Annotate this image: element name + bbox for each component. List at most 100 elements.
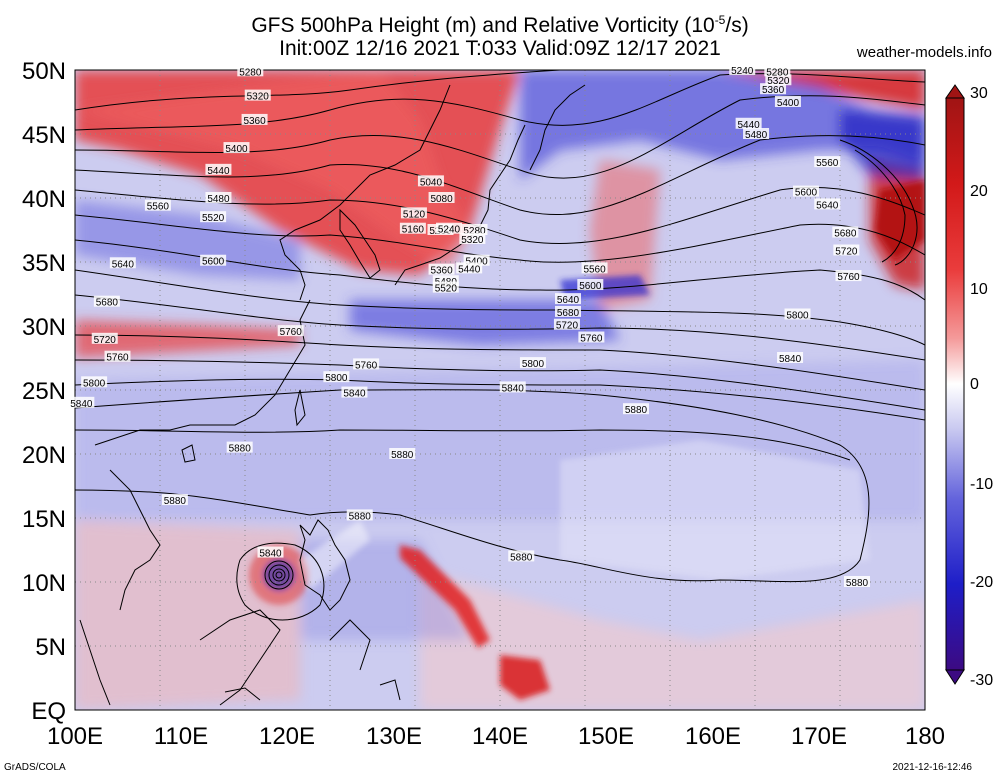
contour-label-bg xyxy=(436,222,462,234)
contour-label-bg xyxy=(428,192,455,203)
lat-label: 25N xyxy=(22,378,66,405)
contour-label-bg xyxy=(223,142,250,154)
contour-label: 5680 xyxy=(96,298,119,309)
contour-label-bg xyxy=(729,64,756,75)
contour-label: 5880 xyxy=(349,511,372,522)
contour-label: 5760 xyxy=(280,327,303,338)
chart-title-line1: GFS 500hPa Height (m) and Relative Vorti… xyxy=(0,8,1000,38)
coastlines xyxy=(79,84,586,706)
contour-label: 5640 xyxy=(112,259,135,270)
footer-software: GrADS/COLA xyxy=(4,762,66,773)
contour-label-bg xyxy=(793,185,819,197)
contour-label-bg xyxy=(432,275,459,287)
contour-label-bg xyxy=(389,448,416,459)
contour-label: 5720 xyxy=(556,321,579,332)
lat-label: 35N xyxy=(22,250,66,277)
colorbar-tick: 10 xyxy=(970,281,988,298)
lon-label: 100E xyxy=(47,723,103,750)
lon-label: 150E xyxy=(578,723,634,750)
contour-label: 5560 xyxy=(583,264,606,275)
contour-label-bg xyxy=(743,128,770,139)
contour-label-bg xyxy=(341,386,368,398)
contour-label-bg xyxy=(277,325,304,337)
contour-label-bg xyxy=(205,163,232,175)
contour-label: 5880 xyxy=(846,578,869,589)
lat-label: 5N xyxy=(35,634,66,661)
contour-label: 5880 xyxy=(391,450,414,461)
contour-label-bg xyxy=(623,403,649,415)
contour-label: 5880 xyxy=(625,405,648,416)
height-contours xyxy=(75,70,925,621)
contour-label: 5360 xyxy=(243,116,266,127)
lat-label: 10N xyxy=(22,570,66,597)
contour-label-bg xyxy=(508,550,535,562)
contour-label: 5800 xyxy=(522,359,545,370)
contour-label-bg xyxy=(241,113,268,125)
lat-label: 20N xyxy=(22,442,66,469)
contour-label: 5480 xyxy=(745,130,768,141)
contour-label-bg xyxy=(578,331,605,343)
contour-label-bg xyxy=(428,263,455,275)
contour-label: 5400 xyxy=(466,257,489,268)
contour-label: 5440 xyxy=(738,120,761,131)
colorbar-tick: -20 xyxy=(970,574,993,591)
contour-label-bg xyxy=(555,293,581,305)
contour-label: 5240 xyxy=(731,66,754,77)
title-exponent: -5 xyxy=(714,13,726,27)
contour-label: 5320 xyxy=(247,92,270,103)
contour-label: 5760 xyxy=(355,360,378,371)
title-text: GFS 500hPa Height (m) and Relative Vorti… xyxy=(251,14,715,37)
contour-label-bg xyxy=(459,232,486,244)
contour-label-bg xyxy=(205,192,232,203)
lon-label: 170E xyxy=(791,723,847,750)
contour-label: 5280 xyxy=(766,67,789,78)
lon-label: 180 xyxy=(905,723,945,750)
contour-label-bg xyxy=(68,396,95,408)
contour-label: 5440 xyxy=(458,264,481,275)
contour-label-bg xyxy=(346,509,373,521)
contour-label-bg xyxy=(835,270,862,282)
contour-label: 5680 xyxy=(834,229,857,240)
contour-label-bg xyxy=(832,226,859,238)
contour-label-bg xyxy=(400,207,427,219)
contour-label-bg xyxy=(109,257,136,269)
contour-label: 5760 xyxy=(580,334,603,345)
contour-label: 5280 xyxy=(463,226,486,237)
contour-label-bg xyxy=(577,279,604,291)
contour-label-bg xyxy=(760,83,787,95)
contour-label-bg xyxy=(456,262,483,274)
contour-label-bg xyxy=(417,175,444,187)
contour-label: 5560 xyxy=(816,158,839,169)
contour-label: 5600 xyxy=(579,281,602,292)
contour-label-bg xyxy=(323,371,350,383)
lat-label: 15N xyxy=(22,506,66,533)
contour-label: 5120 xyxy=(403,209,426,220)
contour-label-bg xyxy=(161,494,188,506)
contour-label-bg xyxy=(777,352,804,363)
contour-label-bg xyxy=(814,156,841,168)
contour-label-bg xyxy=(432,281,459,293)
lon-label: 120E xyxy=(259,723,315,750)
contour-label-bg xyxy=(463,254,490,266)
contour-label: 5480 xyxy=(207,194,230,205)
contour-label: 5800 xyxy=(325,373,348,384)
contour-label: 5800 xyxy=(786,310,809,321)
contour-label: 5760 xyxy=(106,353,129,364)
contour-label: 5160 xyxy=(402,225,425,236)
contour-label-bg xyxy=(555,305,581,317)
contour-label: 5880 xyxy=(164,496,187,507)
lon-label: 110E xyxy=(154,723,208,750)
contour-label-bg xyxy=(200,254,227,266)
contour-label: 5600 xyxy=(795,188,818,199)
lon-label: 160E xyxy=(685,723,741,750)
contour-label: 5280 xyxy=(239,67,262,78)
contour-label: 5400 xyxy=(777,98,800,109)
map-frame xyxy=(74,69,926,711)
contour-label-bg xyxy=(226,441,253,453)
contour-label-bg xyxy=(814,198,841,210)
contour-label: 5680 xyxy=(557,308,580,319)
colorbar: 30 20 10 0 -10 -20 -30 xyxy=(945,84,993,689)
contour-label-bg xyxy=(104,350,131,362)
contour-label-bg xyxy=(93,295,120,307)
